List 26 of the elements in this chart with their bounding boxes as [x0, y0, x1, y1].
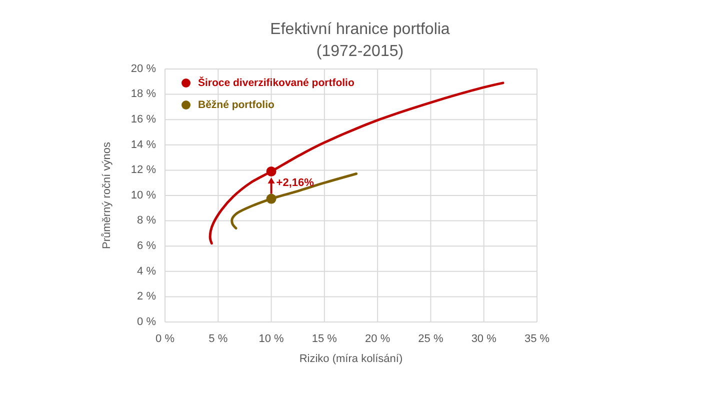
y-tick-label: 0 %: [137, 316, 156, 328]
y-tick-label: 2 %: [137, 290, 156, 303]
legend-label: Široce diverzifikované portfolio: [198, 76, 354, 89]
legend-label: Běžné portfolio: [198, 98, 274, 111]
y-tick-label: 4 %: [137, 265, 156, 278]
y-tick-label: 14 %: [130, 138, 156, 151]
x-tick-label: 5 %: [208, 332, 228, 345]
x-tick-label: 25 %: [418, 332, 444, 345]
chart-title: Efektivní hranice portfolia (1972-2015): [270, 21, 450, 60]
x-tick-label: 10 %: [258, 332, 284, 345]
y-tick-label: 18 %: [130, 88, 156, 100]
y-tick-label: 8 %: [137, 214, 156, 227]
y-tick-label: 16 %: [130, 114, 156, 126]
x-tick-label: 20 %: [365, 332, 390, 345]
x-axis-title: Riziko (míra kolísání): [299, 352, 403, 365]
y-tick-label: 10 %: [130, 189, 156, 202]
y-tick-label: 6 %: [137, 240, 156, 252]
x-tick-label: 30 %: [471, 332, 497, 345]
annotation: +2,16%: [276, 177, 314, 190]
x-tick-label: 0 %: [156, 332, 175, 345]
line-series: [230, 172, 358, 230]
y-tick-label: 20 %: [130, 62, 156, 75]
x-tick-label: 35 %: [524, 332, 550, 345]
y-tick-label: 12 %: [130, 164, 156, 176]
y-axis-title: Průměrný roční výnos: [100, 142, 113, 249]
x-tick-label: 15 %: [312, 332, 338, 345]
